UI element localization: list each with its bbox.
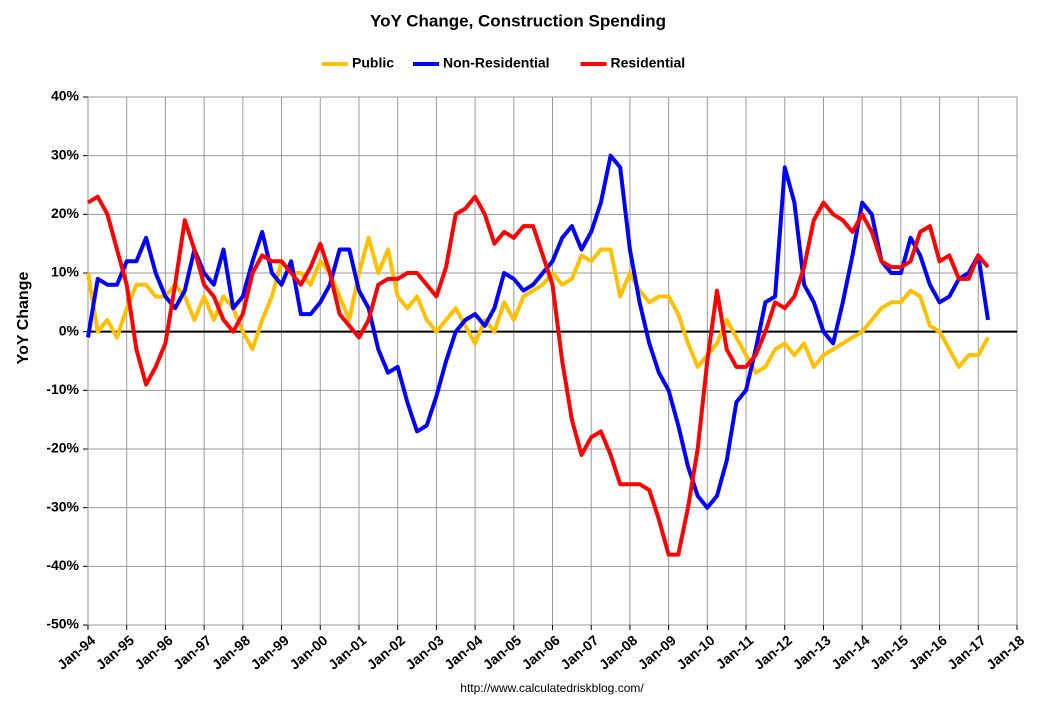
source: http://www.calculatedriskblog.com/ — [460, 681, 644, 695]
x-tick-label: Jan-10 — [673, 632, 717, 673]
x-tick-label: Jan-95 — [93, 632, 137, 673]
y-tick-label: 0% — [59, 322, 80, 338]
x-tick-label: Jan-09 — [635, 632, 679, 673]
chart-title: YoY Change, Construction Spending — [370, 11, 666, 30]
x-tick-label: Jan-15 — [867, 632, 911, 673]
y-tick-label: -50% — [46, 616, 79, 632]
x-tick-label: Jan-13 — [790, 632, 834, 673]
x-tick-label: Jan-07 — [557, 632, 601, 673]
series-line — [86, 153, 990, 510]
x-tick-label: Jan-12 — [751, 632, 795, 673]
x-tick-label: Jan-99 — [248, 632, 292, 673]
x-tick-label: Jan-16 — [906, 632, 950, 673]
x-tick-label: Jan-00 — [286, 632, 330, 673]
series-line — [86, 194, 990, 557]
x-tick-label: Jan-14 — [828, 632, 872, 673]
legend-label: Residential — [611, 55, 686, 71]
x-tick-label: Jan-01 — [325, 632, 369, 673]
legend-label: Non-Residential — [443, 55, 550, 71]
y-axis-label: YoY Change — [15, 272, 32, 365]
y-tick-label: 10% — [51, 264, 80, 280]
y-tick-label: -30% — [46, 498, 79, 514]
x-tick-label: Jan-11 — [713, 632, 757, 672]
x-tick-label: Jan-17 — [944, 632, 988, 673]
x-tick-label: Jan-18 — [983, 632, 1027, 673]
x-tick-label: Jan-05 — [480, 632, 524, 673]
x-tick-label: Jan-96 — [131, 632, 175, 673]
y-tick-label: 30% — [51, 146, 80, 162]
y-tick-label: -10% — [46, 381, 79, 397]
x-tick-label: Jan-02 — [364, 632, 408, 673]
x-tick-label: Jan-98 — [209, 632, 253, 673]
y-tick-label: -20% — [46, 440, 79, 456]
x-tick-label: Jan-94 — [54, 632, 98, 673]
legend-label: Public — [352, 55, 394, 71]
x-tick-label: Jan-03 — [402, 632, 446, 673]
x-tick-label: Jan-06 — [519, 632, 563, 673]
x-tick-label: Jan-97 — [170, 632, 214, 673]
y-tick-label: -40% — [46, 557, 79, 573]
y-tick-label: 20% — [51, 205, 80, 221]
y-tick-label: 40% — [51, 88, 80, 104]
x-tick-label: Jan-08 — [596, 632, 640, 673]
x-tick-label: Jan-04 — [441, 632, 485, 673]
